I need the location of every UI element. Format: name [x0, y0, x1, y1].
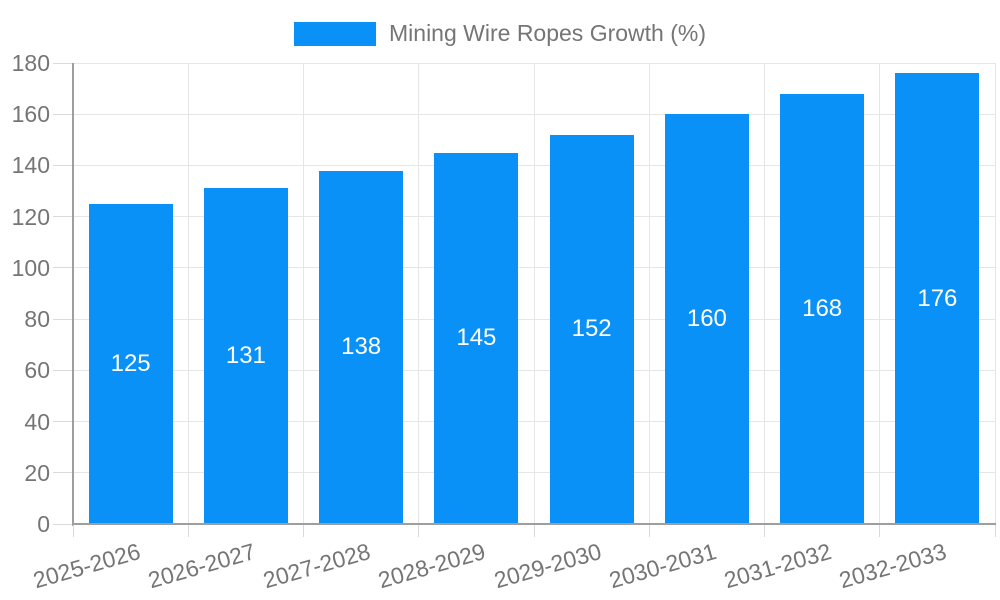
y-axis-tick [53, 318, 73, 320]
y-axis-tick [53, 472, 73, 474]
legend-label[interactable]: Mining Wire Ropes Growth (%) [389, 20, 706, 46]
y-axis-tick [53, 523, 73, 525]
bar-value-label: 152 [571, 315, 612, 343]
y-axis-tick [53, 113, 73, 115]
x-axis-tick [303, 525, 304, 537]
y-axis-tick [53, 62, 73, 64]
legend: Mining Wire Ropes Growth (%) [0, 20, 1000, 47]
y-axis-tick-label: 0 [37, 511, 50, 537]
x-axis-category-label: 2028-2029 [375, 538, 489, 594]
y-axis-tick-label: 60 [24, 357, 50, 384]
gridline-vertical [879, 63, 881, 524]
x-axis-tick [418, 525, 420, 537]
bar: 160 [664, 114, 749, 524]
x-axis-category-label: 2030-2031 [606, 538, 720, 594]
gridline-vertical [994, 63, 996, 524]
bar: 125 [88, 203, 173, 524]
x-axis-category-label: 2025-2026 [29, 538, 143, 594]
y-axis-tick-label: 80 [24, 306, 50, 333]
x-axis-category-label: 2027-2028 [260, 538, 374, 594]
y-axis-tick-label: 160 [11, 101, 50, 128]
y-axis-tick-label: 100 [11, 254, 50, 281]
y-axis-tick [53, 267, 73, 269]
legend-swatch[interactable] [294, 21, 377, 46]
y-axis-tick-label: 20 [24, 459, 50, 486]
x-axis-tick [187, 525, 189, 537]
bar-value-label: 176 [917, 284, 958, 312]
gridline-vertical [418, 63, 420, 524]
gridline-vertical [303, 63, 304, 524]
x-axis-tick [648, 525, 650, 537]
x-axis-tick [994, 525, 996, 537]
bar-value-label: 145 [456, 324, 497, 352]
y-axis-line [72, 63, 74, 526]
bar: 152 [549, 134, 634, 524]
y-axis-tick-label: 40 [24, 408, 50, 435]
gridline-vertical [764, 63, 765, 524]
bar-value-label: 168 [802, 294, 843, 322]
y-axis-tick-label: 140 [11, 152, 50, 179]
gridline-vertical [533, 63, 535, 524]
x-axis-category-label: 2029-2030 [490, 538, 604, 594]
bar: 131 [203, 188, 288, 524]
gridline-vertical [648, 63, 650, 524]
x-axis-tick [533, 525, 535, 537]
bar: 145 [434, 152, 519, 524]
x-axis-tick [72, 525, 74, 537]
x-axis-tick [879, 525, 881, 537]
x-axis-tick [764, 525, 765, 537]
bar-value-label: 138 [341, 333, 382, 361]
y-axis-tick [53, 164, 73, 166]
bar: 176 [895, 73, 980, 524]
y-axis-tick-label: 180 [11, 50, 50, 76]
x-axis-category-label: 2031-2032 [721, 538, 835, 594]
bar: 138 [319, 170, 404, 524]
x-axis-category-label: 2032-2033 [836, 538, 950, 594]
x-axis-line [72, 523, 996, 525]
y-axis-tick [53, 421, 73, 423]
y-axis-tick [53, 369, 73, 371]
bar-value-label: 160 [686, 305, 727, 333]
gridline-vertical [187, 63, 189, 524]
bar: 168 [780, 93, 865, 524]
bar-value-label: 131 [225, 342, 266, 370]
y-axis-tick-label: 120 [11, 203, 50, 230]
y-axis-tick [53, 216, 73, 218]
bar-value-label: 125 [110, 349, 151, 377]
x-axis-category-label: 2026-2027 [145, 538, 259, 594]
